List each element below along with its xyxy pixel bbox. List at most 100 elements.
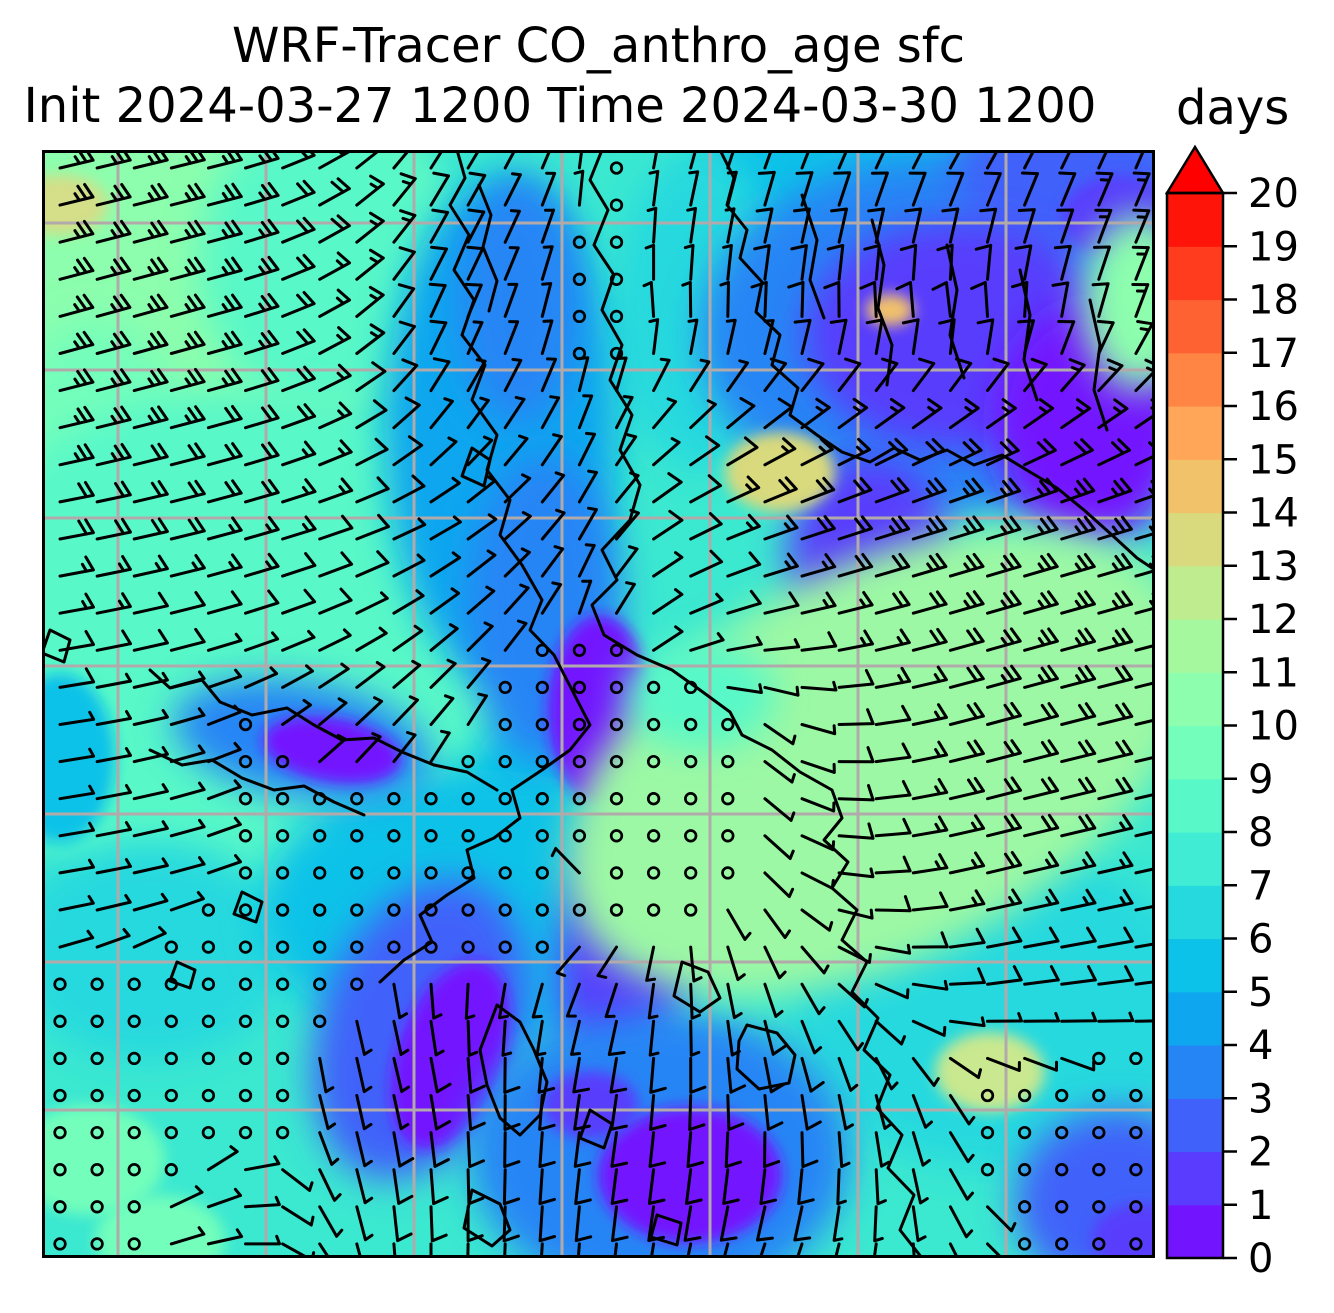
calm-circle (313, 829, 327, 843)
wind-barb (726, 1094, 745, 1131)
wind-barb (466, 657, 492, 689)
wind-barb (1023, 926, 1060, 949)
wind-barb (1051, 281, 1070, 318)
wind-barb (948, 1094, 976, 1126)
wind-barb (800, 476, 836, 504)
calm-circle (275, 754, 290, 769)
wind-barb (986, 664, 1022, 689)
wind-barb (1023, 590, 1059, 615)
calm-circle (164, 1163, 178, 1177)
calm-circle (350, 792, 364, 806)
colorbar-label: days (1176, 80, 1290, 136)
calm-circle (609, 792, 624, 806)
wind-barb (429, 171, 450, 207)
calm-circle (609, 161, 624, 175)
wind-barb (573, 1094, 591, 1131)
wind-barb (58, 747, 96, 764)
wind-barb (931, 281, 952, 318)
colorbar-tick-label: 2 (1248, 1130, 1273, 1176)
wind-barb (244, 218, 280, 244)
wind-barb (1023, 1011, 1061, 1023)
colorbar-tick-label: 10 (1248, 704, 1299, 750)
wind-barb (1023, 515, 1059, 541)
wind-barb (318, 477, 354, 504)
wind-barb (686, 1131, 704, 1168)
wind-barb (206, 854, 242, 875)
wind-barb (1097, 590, 1134, 615)
wind-barb (281, 629, 316, 652)
wind-barb (901, 318, 920, 355)
wind-barb (859, 280, 878, 318)
wind-barb (169, 554, 206, 578)
wind-barb (645, 945, 657, 982)
wind-barb (466, 513, 498, 541)
wind-barb (573, 169, 585, 207)
wind-barb (466, 171, 487, 207)
wind-barb (392, 731, 417, 764)
wind-barb (874, 1056, 899, 1091)
wind-barb (689, 549, 724, 578)
wind-barb (169, 479, 206, 504)
wind-barb (206, 219, 243, 244)
calm-circle (201, 977, 216, 991)
wind-barb (837, 1131, 851, 1168)
wind-barb (763, 982, 784, 1018)
wind-barb (206, 1145, 239, 1172)
calm-circle (572, 643, 587, 657)
wind-barb (689, 399, 717, 430)
wind-barb (837, 357, 862, 393)
wind-barb (355, 361, 387, 393)
wind-barb (1132, 171, 1151, 207)
wind-barb (936, 243, 954, 281)
wind-barb (540, 433, 563, 467)
wind-barb (830, 207, 848, 244)
calm-circle (609, 829, 624, 843)
wind-barb (1131, 245, 1150, 281)
wind-barb (392, 553, 426, 578)
wind-barb (503, 209, 521, 244)
wind-barb (1023, 702, 1059, 726)
wind-barb (837, 746, 875, 764)
wind-barb (1023, 1056, 1058, 1072)
calm-circle (461, 903, 475, 917)
wind-barb (95, 821, 132, 838)
wind-barb (986, 150, 1000, 170)
wind-barb (572, 1056, 590, 1094)
wind-barb (95, 592, 132, 615)
colorbar-segment (1167, 938, 1223, 993)
wind-barb (911, 552, 948, 578)
wind-barb (318, 326, 352, 355)
wind-barb (281, 478, 317, 504)
wind-barb (763, 871, 795, 899)
colorbar-tick-label: 20 (1248, 171, 1299, 217)
calm-circle (1017, 1163, 1032, 1177)
calm-circle (238, 903, 253, 917)
wind-barb (355, 285, 385, 318)
wind-barb (986, 851, 1023, 875)
calm-circle (387, 940, 401, 954)
wind-barb (540, 581, 563, 615)
wind-barb (169, 744, 206, 764)
wind-barb (688, 1094, 706, 1131)
wind-barb (318, 662, 350, 689)
wind-barb (763, 514, 799, 541)
wind-barb (503, 434, 529, 467)
wind-barb (206, 553, 243, 578)
wind-barb (983, 171, 1002, 207)
calm-circle (127, 1200, 141, 1214)
wind-barb (837, 397, 869, 430)
wind-barb (976, 318, 995, 355)
calm-circle (498, 940, 512, 954)
colorbar-tick-label: 14 (1248, 491, 1299, 537)
wind-barb (503, 357, 523, 393)
wind-barb (206, 367, 243, 393)
wind-barb (206, 479, 243, 504)
wind-barb (244, 292, 280, 318)
wind-barb (911, 515, 948, 541)
wind-barb (800, 760, 836, 774)
wind-barb (318, 628, 352, 652)
wind-barb (95, 517, 132, 541)
wind-barb (503, 583, 530, 615)
wind-barb (1097, 926, 1134, 949)
wind-barb (986, 438, 1020, 467)
